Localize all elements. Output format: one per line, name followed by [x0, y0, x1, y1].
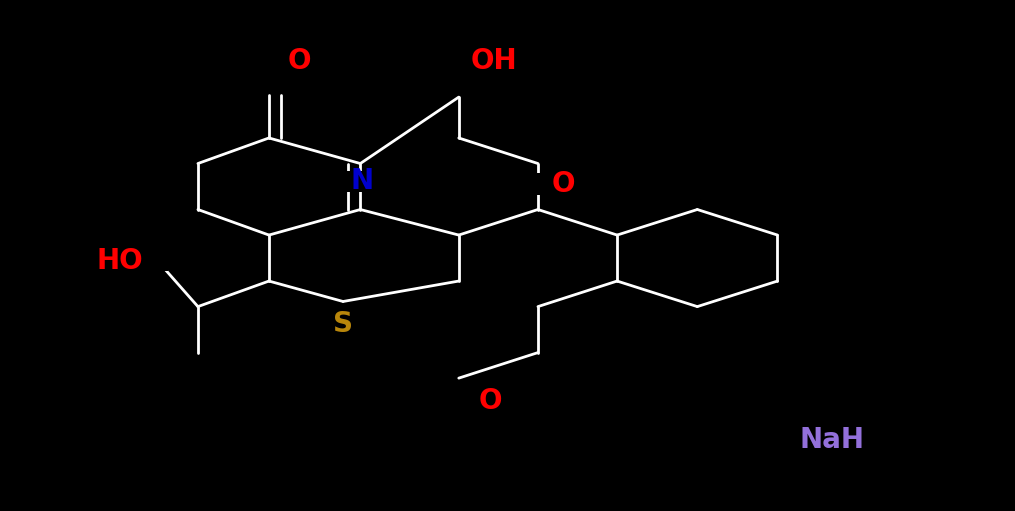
Text: O: O	[478, 387, 502, 415]
FancyBboxPatch shape	[315, 314, 371, 335]
FancyBboxPatch shape	[71, 250, 168, 271]
Text: O: O	[287, 48, 312, 75]
Text: S: S	[333, 311, 353, 338]
Text: HO: HO	[96, 247, 143, 274]
Text: NaH: NaH	[800, 427, 865, 454]
Text: OH: OH	[471, 48, 518, 75]
Text: N: N	[351, 168, 374, 195]
FancyBboxPatch shape	[444, 51, 545, 72]
FancyBboxPatch shape	[531, 173, 596, 195]
FancyBboxPatch shape	[334, 171, 391, 192]
FancyBboxPatch shape	[458, 390, 523, 412]
Text: O: O	[551, 170, 576, 198]
FancyBboxPatch shape	[766, 430, 898, 451]
FancyBboxPatch shape	[267, 51, 332, 72]
